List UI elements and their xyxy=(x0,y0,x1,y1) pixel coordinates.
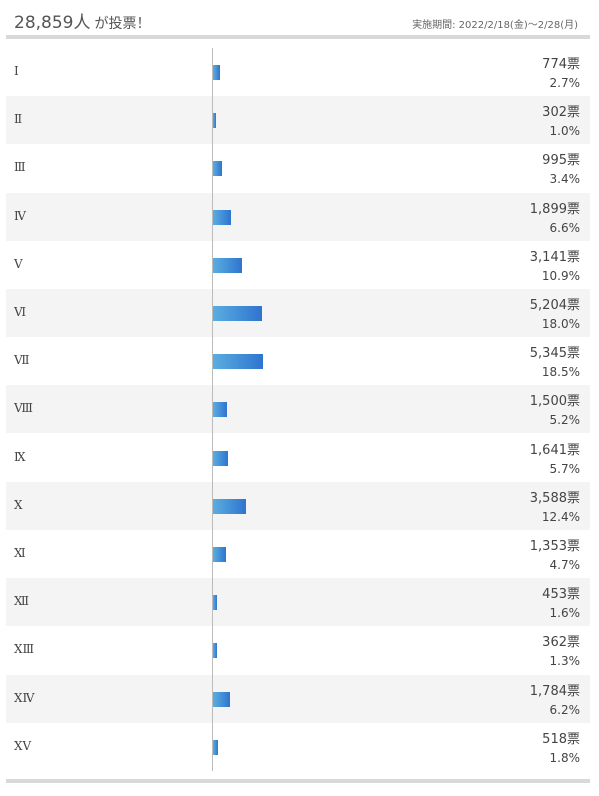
result-bar xyxy=(213,739,218,755)
result-bar xyxy=(213,402,228,418)
vote-percent: 5.2% xyxy=(549,413,581,428)
vote-count: 3,141票 xyxy=(529,249,580,265)
vote-percent: 4.7% xyxy=(549,558,581,572)
vote-count: 1,641票 xyxy=(529,442,580,458)
result-bar xyxy=(213,113,216,129)
result-row: Ⅸ 1,641票 5.7% xyxy=(6,434,590,482)
category-label: Ⅲ xyxy=(14,160,26,175)
result-bar xyxy=(213,547,226,562)
total-voters: 28,859人 が投票！ xyxy=(14,8,150,33)
vote-count: 518票 xyxy=(542,731,580,747)
total-suffix: が投票！ xyxy=(94,16,151,32)
vote-count: 1,784票 xyxy=(529,683,580,699)
result-row: Ⅳ 1,899票 6.6% xyxy=(6,192,590,241)
results-chart: Ⅰ 774票 2.7% Ⅱ 302票 1.0% Ⅲ 995票 3.4% Ⅳ 1,899票 6.6% Ⅴ 3… xyxy=(6,48,590,771)
result-bar xyxy=(213,209,231,225)
vote-percent: 5.7% xyxy=(549,461,581,476)
result-bar xyxy=(213,450,229,466)
vote-percent: 10.9% xyxy=(541,268,580,283)
category-label: Ⅷ xyxy=(14,401,33,416)
result-bar xyxy=(213,306,262,321)
result-row: XⅣ 1,784票 6.2% xyxy=(6,674,590,723)
category-label: Ⅻ xyxy=(14,594,30,609)
category-label: XⅣ xyxy=(14,690,35,705)
vote-count: 362票 xyxy=(542,635,580,651)
vote-percent: 3.4% xyxy=(549,172,581,187)
vote-percent: 1.6% xyxy=(549,606,581,621)
category-label: XⅤ xyxy=(14,738,32,753)
result-row: Ⅲ 995票 3.4% xyxy=(6,144,590,192)
result-row: Ⅱ 302票 1.0% xyxy=(6,96,590,145)
result-bar xyxy=(213,691,230,707)
vote-count: 302票 xyxy=(542,105,580,121)
category-label: Ⅶ xyxy=(14,353,30,368)
category-label: Ⅵ xyxy=(14,305,27,319)
vote-count: 995票 xyxy=(542,153,580,169)
result-row: Ⅴ 3,141票 10.9% xyxy=(6,241,590,289)
vote-count: 3,588票 xyxy=(529,490,580,506)
poll-period: 実施期間: 2022/2/18(金)～2/28(月) xyxy=(412,20,578,31)
vote-percent: 1.3% xyxy=(549,654,581,669)
vote-count: 5,345票 xyxy=(529,346,580,362)
vote-percent: 12.4% xyxy=(541,509,580,524)
result-row: XⅢ 362票 1.3% xyxy=(6,626,590,674)
total-unit: 人 xyxy=(73,13,91,33)
result-row: Ⅰ 774票 2.7% xyxy=(6,48,590,96)
category-label: XⅢ xyxy=(14,642,35,657)
vote-percent: 1.8% xyxy=(549,750,581,765)
bar-axis-line xyxy=(212,48,213,771)
result-bar xyxy=(213,65,221,80)
top-divider xyxy=(6,35,590,39)
category-label: Ⅺ xyxy=(14,546,26,560)
result-row: Ⅹ 3,588票 12.4% xyxy=(6,481,590,530)
category-label: Ⅸ xyxy=(14,449,26,464)
result-bar xyxy=(213,257,243,273)
vote-count: 1,353票 xyxy=(529,539,580,554)
poll-header: 28,859人 が投票！ 実施期間: 2022/2/18(金)～2/28(月) xyxy=(14,4,586,33)
category-label: Ⅴ xyxy=(14,256,23,271)
result-bar xyxy=(213,161,223,177)
result-row: XⅤ 518票 1.8% xyxy=(6,723,590,771)
category-label: Ⅱ xyxy=(14,112,23,127)
vote-count: 774票 xyxy=(542,57,580,72)
category-label: Ⅹ xyxy=(14,497,23,512)
result-bar xyxy=(213,498,247,514)
vote-count: 1,500票 xyxy=(529,394,580,410)
category-label: Ⅰ xyxy=(14,64,19,78)
total-count: 28,859 xyxy=(14,13,74,33)
result-row: Ⅺ 1,353票 4.7% xyxy=(6,530,590,578)
vote-percent: 2.7% xyxy=(549,76,581,90)
vote-count: 5,204票 xyxy=(529,298,580,313)
result-row: Ⅵ 5,204票 18.0% xyxy=(6,289,590,337)
result-row: Ⅷ 1,500票 5.2% xyxy=(6,385,590,434)
result-bar xyxy=(213,595,218,611)
result-row: Ⅻ 453票 1.6% xyxy=(6,578,590,627)
vote-percent: 18.0% xyxy=(541,317,580,331)
result-row: Ⅶ 5,345票 18.5% xyxy=(6,337,590,385)
vote-percent: 6.6% xyxy=(549,220,581,235)
vote-count: 1,899票 xyxy=(529,201,580,217)
result-bar xyxy=(213,643,217,659)
vote-percent: 18.5% xyxy=(541,365,580,380)
vote-count: 453票 xyxy=(542,587,580,603)
bottom-divider xyxy=(6,779,590,783)
vote-percent: 6.2% xyxy=(549,702,581,717)
category-label: Ⅳ xyxy=(14,208,26,223)
result-bar xyxy=(213,354,263,370)
vote-percent: 1.0% xyxy=(549,124,581,139)
